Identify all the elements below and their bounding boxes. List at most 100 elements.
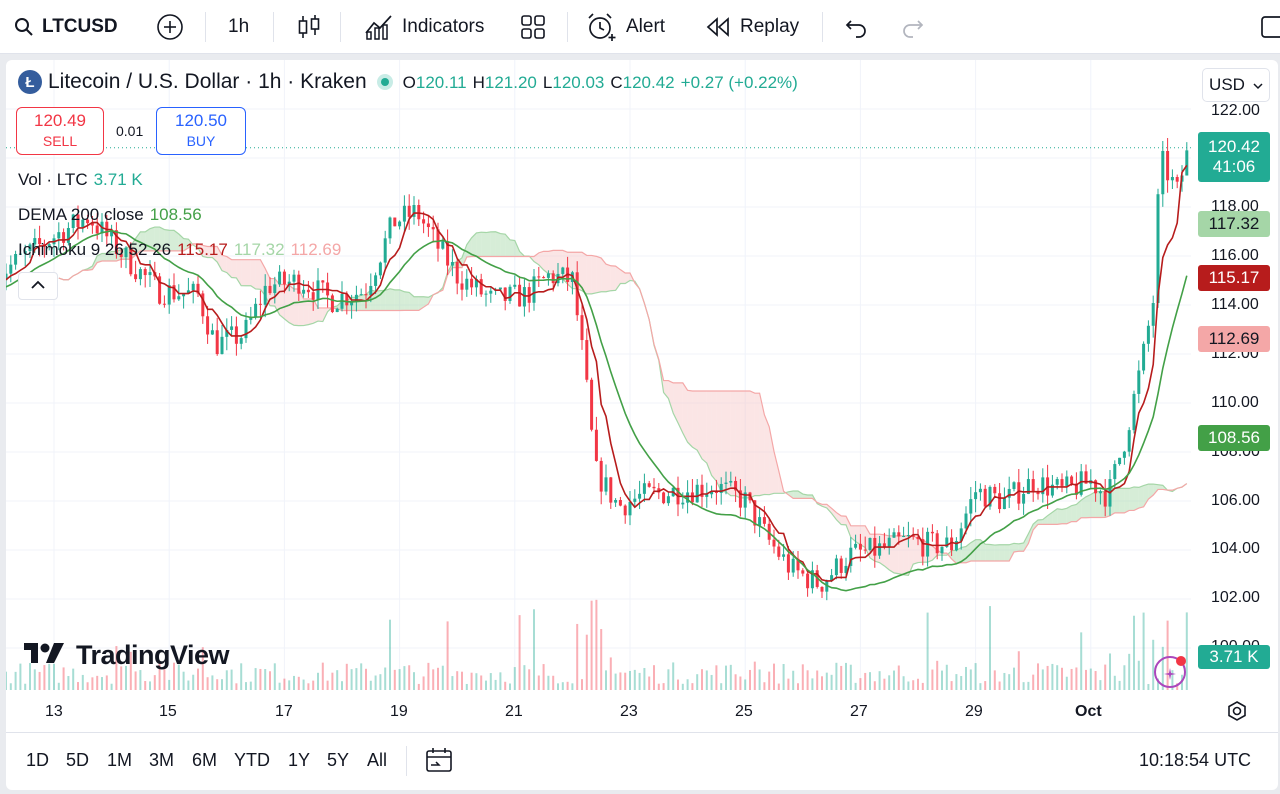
- volume-bar: [619, 672, 622, 690]
- range-5d[interactable]: 5D: [66, 750, 90, 770]
- ichimoku-cloud-segment: [687, 390, 693, 448]
- ichimoku-cloud-segment: [279, 284, 285, 319]
- candle-body: [426, 223, 430, 228]
- collapse-legend-button[interactable]: [18, 272, 58, 300]
- candle-body: [254, 303, 258, 317]
- volume-bar: [859, 678, 862, 690]
- utc-clock[interactable]: 10:18:54 UTC: [1139, 750, 1252, 770]
- volume-bar: [1003, 672, 1006, 690]
- candle-body: [191, 283, 195, 291]
- volume-bar: [307, 683, 310, 690]
- replay-button[interactable]: Replay: [698, 8, 805, 46]
- candle-body: [335, 308, 339, 313]
- interval-button[interactable]: 1h: [222, 8, 255, 46]
- indicators-button[interactable]: Indicators: [358, 8, 490, 46]
- candle-body: [446, 241, 450, 266]
- volume-bar: [197, 668, 199, 690]
- ichimoku-cloud-segment: [385, 288, 390, 311]
- ichimoku-cloud-segment: [164, 229, 170, 251]
- watermark-text: TradingView: [76, 640, 230, 670]
- undo-button[interactable]: [838, 8, 876, 46]
- volume-bar: [677, 679, 679, 690]
- symbol-search[interactable]: LTCUSD: [8, 8, 124, 46]
- layout-button[interactable]: [1250, 8, 1280, 46]
- range-1y[interactable]: 1Y: [288, 750, 311, 770]
- candle-body: [892, 532, 896, 538]
- volume-bar: [235, 683, 238, 690]
- dema-legend[interactable]: DEMA 200 close 108.56: [18, 205, 202, 225]
- buy-button[interactable]: 120.50 BUY: [156, 107, 246, 155]
- volume-bar: [413, 672, 415, 690]
- ichimoku-cloud-segment: [798, 491, 803, 499]
- candle-body: [1070, 476, 1074, 484]
- ichimoku-legend[interactable]: Ichimoku 9 26 52 26 115.17 117.32 112.69: [18, 240, 341, 260]
- range-1d[interactable]: 1D: [26, 750, 50, 770]
- sparkle-button[interactable]: [1152, 654, 1188, 695]
- candle-body: [287, 281, 291, 285]
- range-ytd[interactable]: YTD: [234, 750, 270, 770]
- candle-body: [978, 488, 982, 493]
- x-tick: 17: [275, 703, 293, 720]
- range-3m[interactable]: 3M: [149, 750, 175, 770]
- candle-body: [945, 537, 949, 547]
- price-chart[interactable]: [6, 60, 1278, 790]
- y-tick: 114.00: [1211, 296, 1259, 313]
- volume-bar: [302, 679, 305, 690]
- candle-body: [1146, 325, 1150, 344]
- ichimoku-conversion-tag: 115.17: [1198, 265, 1270, 291]
- volume-bar: [710, 674, 713, 690]
- range-5y[interactable]: 5Y: [327, 750, 350, 770]
- candle-body: [1161, 150, 1165, 195]
- volume-bar: [1089, 668, 1092, 690]
- volume-bar: [763, 682, 766, 690]
- volume-bar: [571, 683, 574, 690]
- candle-body: [330, 295, 334, 313]
- volume-bar: [792, 670, 795, 690]
- candle-body: [604, 477, 608, 492]
- ichimoku-cloud-segment: [740, 390, 746, 498]
- volume-bar: [437, 667, 439, 690]
- redo-button[interactable]: [893, 8, 931, 46]
- tradingview-watermark[interactable]: TradingView: [22, 640, 230, 671]
- candle-body: [623, 505, 627, 516]
- candle-body: [882, 543, 886, 547]
- range-1m[interactable]: 1M: [107, 750, 133, 770]
- range-6m[interactable]: 6M: [192, 750, 218, 770]
- ichimoku-cloud-segment: [990, 544, 995, 562]
- layout-icon: [1256, 14, 1280, 40]
- symbol-description[interactable]: Litecoin / U.S. Dollar · 1h · Kraken: [48, 70, 367, 93]
- candle-body: [782, 554, 786, 557]
- chart-legend: Ł Litecoin / U.S. Dollar · 1h · Kraken O…: [18, 70, 798, 94]
- candle-body: [729, 480, 733, 483]
- candle-body: [806, 573, 810, 589]
- sell-button[interactable]: 120.49 SELL: [16, 107, 104, 155]
- currency-selector[interactable]: USD: [1202, 68, 1270, 102]
- last-price-value: 120.42: [1208, 137, 1260, 156]
- volume-bar: [662, 683, 665, 690]
- alert-button[interactable]: Alert: [580, 8, 671, 46]
- ichimoku-label: Ichimoku 9 26 52 26: [18, 240, 172, 259]
- ichimoku-cloud-segment: [1086, 494, 1091, 518]
- range-all[interactable]: All: [367, 750, 388, 770]
- goto-date-button[interactable]: [424, 746, 454, 779]
- ichimoku-cloud-segment: [980, 539, 986, 562]
- templates-button[interactable]: [514, 8, 552, 46]
- volume-bar: [273, 663, 276, 690]
- volume-bar: [797, 683, 799, 690]
- candle-body: [76, 214, 80, 227]
- toolbar-divider: [822, 12, 823, 42]
- volume-bar: [1109, 653, 1111, 690]
- compare-button[interactable]: [150, 8, 190, 46]
- chart-type-button[interactable]: [290, 8, 328, 46]
- ichimoku-cloud-segment: [486, 231, 491, 257]
- volume-bar: [720, 683, 723, 690]
- candle-body: [1113, 464, 1117, 480]
- volume-bar: [528, 669, 531, 690]
- candle-body: [666, 496, 670, 504]
- chart-settings-button[interactable]: [1226, 700, 1248, 727]
- volume-bar: [773, 663, 775, 690]
- volume-legend[interactable]: Vol · LTC 3.71 K: [18, 170, 143, 190]
- ichimoku-cloud-segment: [298, 289, 304, 326]
- ichimoku-cloud-segment: [1004, 544, 1010, 562]
- y-tick: 104.00: [1211, 540, 1260, 557]
